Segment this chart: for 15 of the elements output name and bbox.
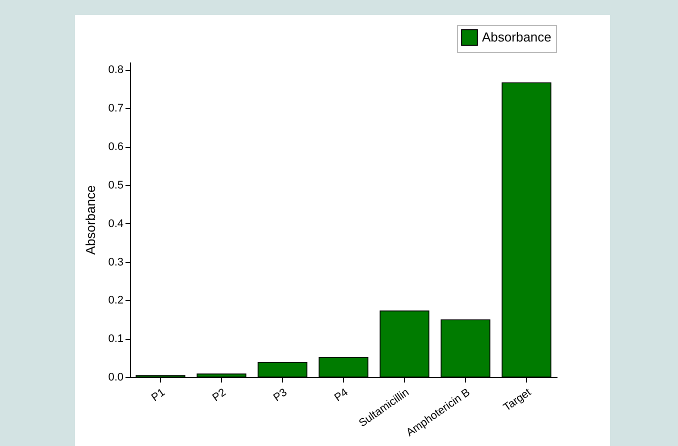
y-tick-label: 0.2 bbox=[108, 294, 124, 307]
y-axis-title: Absorbance bbox=[83, 185, 98, 255]
y-tick-label: 0.3 bbox=[108, 256, 124, 268]
y-tick-label: 0.8 bbox=[108, 64, 124, 76]
y-tick-label: 0.4 bbox=[108, 218, 124, 230]
legend-label: Absorbance bbox=[482, 30, 552, 44]
y-tick-label: 0.7 bbox=[108, 102, 124, 115]
y-tick-label: 0.1 bbox=[108, 333, 124, 346]
y-tick-label: 0.0 bbox=[108, 372, 124, 384]
x-tick-label: P4 bbox=[332, 386, 350, 404]
x-tick-label: P2 bbox=[210, 386, 228, 404]
x-tick-label: P1 bbox=[149, 386, 168, 404]
y-tick-label: 0.6 bbox=[108, 141, 124, 154]
x-tick-label: P3 bbox=[271, 386, 290, 404]
y-tick-label: 0.5 bbox=[108, 179, 124, 192]
